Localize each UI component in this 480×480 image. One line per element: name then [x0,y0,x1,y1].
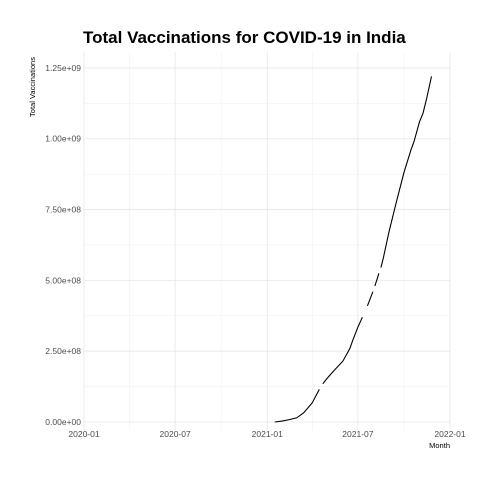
x-tick-label: 2022-01 [434,429,465,439]
y-tick-label: 5.00e+08 [45,275,81,285]
y-tick-label: 1.00e+09 [45,134,81,144]
series-line-segment [381,76,432,267]
series-layer [275,76,432,422]
x-tick-label: 2021-07 [342,429,373,439]
x-axis-ticks: 2020-01 2020-07 2021-01 2021-07 2022-01 [68,429,465,439]
chart-title: Total Vaccinations for COVID-19 in India [83,28,406,47]
y-axis-ticks: 0.00e+00 2.50e+08 5.00e+08 7.50e+08 1.00e+09… [45,63,81,427]
gridlines [84,52,450,430]
series-line-segment [375,273,379,286]
y-tick-label: 0.00e+00 [45,417,81,427]
x-tick-label: 2020-07 [160,429,191,439]
x-tick-label: 2021-01 [252,429,283,439]
series-line-segment [323,317,363,384]
y-axis-title: Total Vaccinations [28,57,37,117]
series-line-segment [367,292,373,306]
y-tick-label: 2.50e+08 [45,346,81,356]
x-axis-title: Month [429,441,450,450]
x-tick-label: 2020-01 [68,429,99,439]
y-tick-label: 7.50e+08 [45,205,81,215]
y-tick-label: 1.25e+09 [45,63,81,73]
